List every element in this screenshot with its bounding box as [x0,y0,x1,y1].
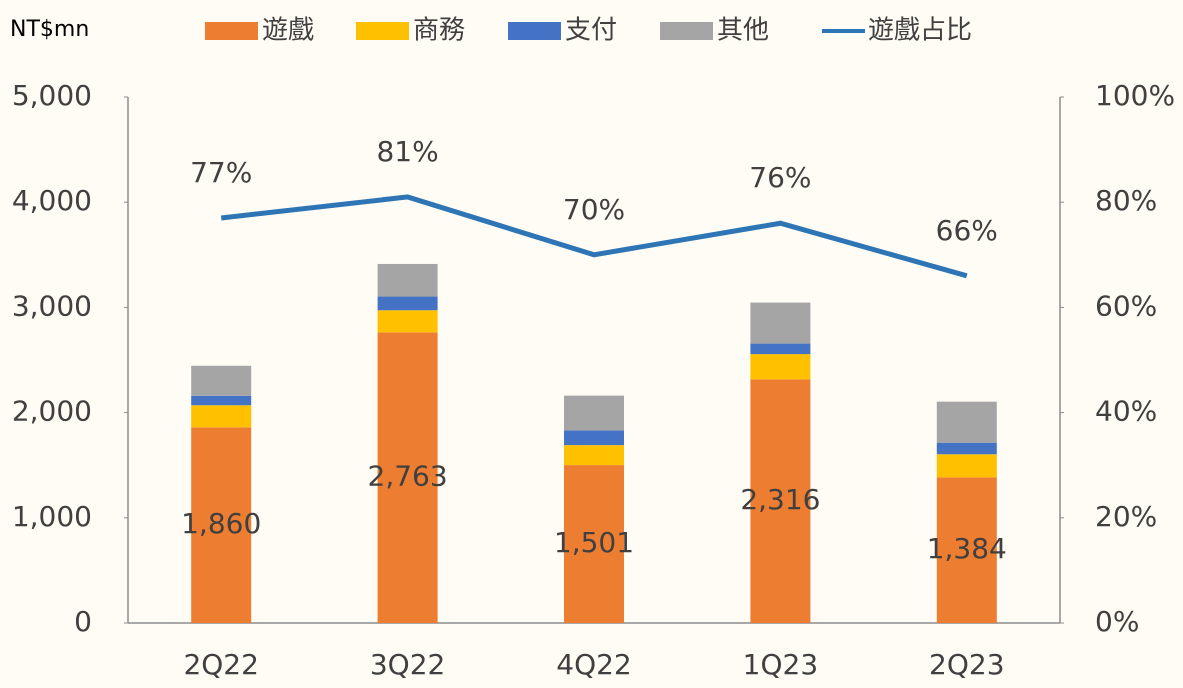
bar-segment [750,302,811,344]
x-tick-label: 1Q23 [743,648,818,681]
bar-segment [936,401,997,443]
bar-segment [564,445,624,466]
y2-tick-label: 20% [1095,500,1157,533]
line-data-label: 70% [563,193,625,226]
legend-swatch [660,22,713,40]
bar-segment [936,454,997,478]
bar-data-label: 1,860 [181,507,261,540]
bar-segment [377,310,438,333]
y2-tick-label: 60% [1095,289,1157,322]
y-tick-label: 0 [74,605,92,638]
line [220,194,968,279]
bar-segment [564,430,624,446]
y-tick-label: 1,000 [12,500,92,533]
bar-segment [377,332,438,623]
bar-segment [377,296,438,311]
line-data-label: 66% [936,214,998,247]
legend-label: 遊戲占比 [868,16,972,46]
y-tick-label: 3,000 [12,289,92,322]
legend-swatch [205,22,258,40]
line-data-label: 76% [749,161,811,194]
bar-segment [750,379,811,623]
bar-data-label: 1,501 [554,526,634,559]
legend-label: 遊戲 [262,16,314,46]
unit-label: NT$mn [10,17,89,42]
y-tick-label: 2,000 [12,395,92,428]
legend-label: 其他 [717,16,769,46]
y2-tick-label: 80% [1095,184,1157,217]
x-tick-label: 3Q22 [370,648,445,681]
bar-segment [191,365,252,396]
bar-segment [191,427,252,623]
x-tick-label: 4Q22 [556,648,631,681]
bar-segment [936,477,997,623]
x-tick-label: 2Q22 [183,648,258,681]
y2-tick-label: 0% [1095,605,1139,638]
legend-swatch [356,22,409,40]
y2-tick-label: 100% [1095,79,1175,112]
bar-segment [750,343,811,355]
bar-segment [564,465,624,623]
bar-segment [377,263,438,297]
line-data-label: 81% [376,135,438,168]
bar-segment [936,442,997,455]
bar-segment [750,354,811,380]
y-tick-label: 4,000 [12,184,92,217]
legend-swatch [508,22,561,40]
bar-data-label: 2,316 [740,483,820,516]
bar-segment [191,405,252,428]
line-data-label: 77% [190,156,252,189]
bar-data-label: 2,763 [368,460,448,493]
legend-label: 商務 [413,16,465,46]
bar-data-label: 1,384 [927,532,1007,565]
bar-segment [564,395,624,431]
x-tick-label: 2Q23 [929,648,1004,681]
y2-tick-label: 40% [1095,395,1157,428]
bar-segment [191,395,252,406]
legend-label: 支付 [565,16,617,46]
y-tick-label: 5,000 [12,79,92,112]
